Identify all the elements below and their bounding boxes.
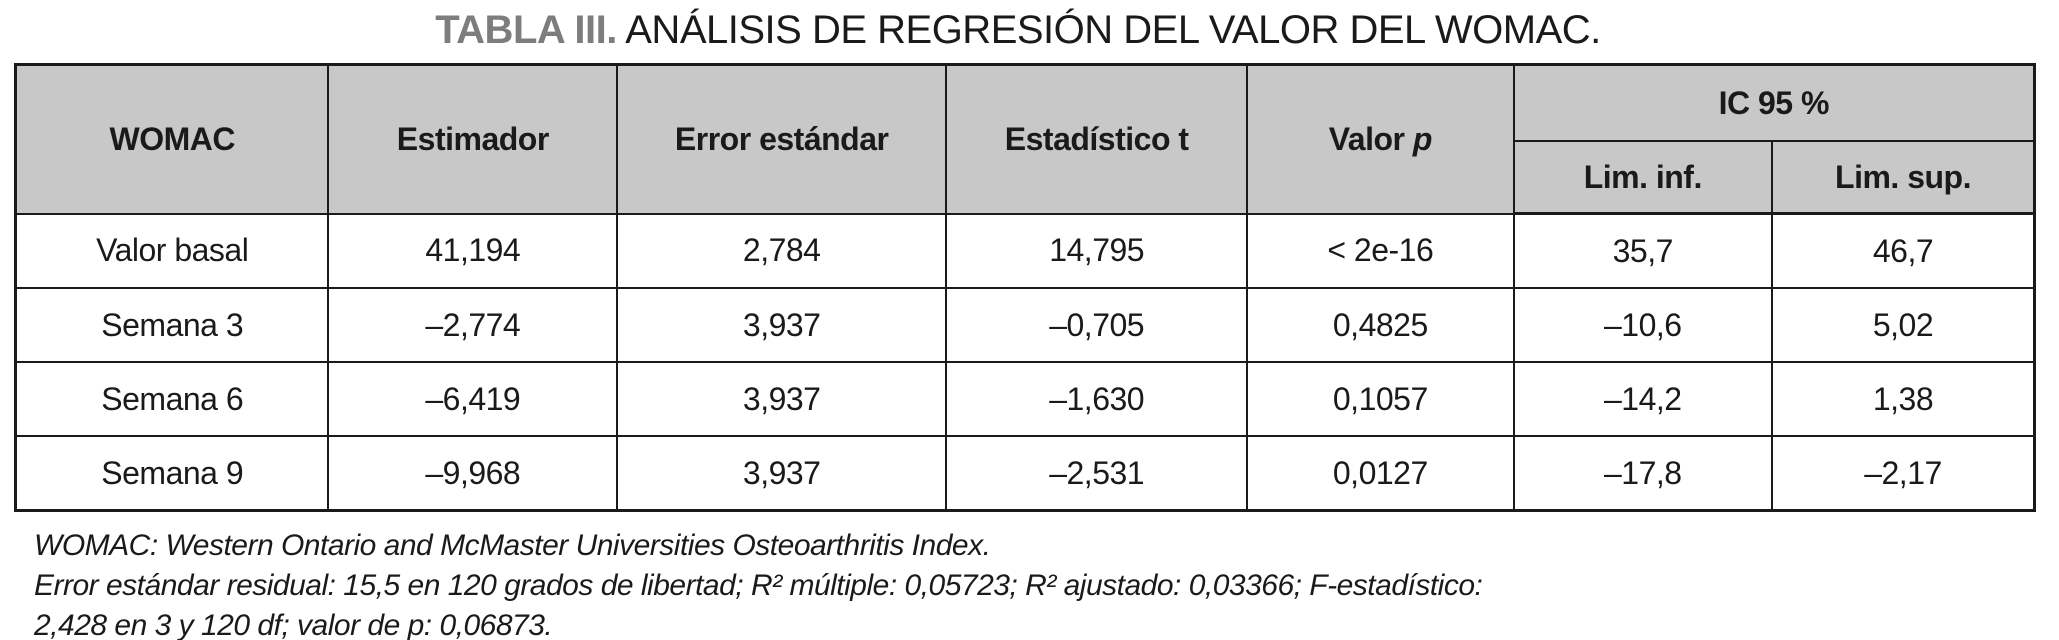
table-title-text: ANÁLISIS DE REGRESIÓN DEL VALOR DEL WOMA… bbox=[616, 8, 1601, 52]
cell-lim-inf: –14,2 bbox=[1512, 361, 1773, 437]
footnote-model-stats-line1: Error estándar residual: 15,5 en 120 gra… bbox=[34, 569, 1483, 602]
table-row-semana-3: Semana 3 –2,774 3,937 –0,705 0,4825 –10,… bbox=[14, 287, 2036, 363]
cell-label: Semana 9 bbox=[14, 435, 330, 512]
cell-lim-inf: –10,6 bbox=[1512, 287, 1773, 363]
cell-estimador: –9,968 bbox=[327, 435, 619, 512]
col-header-estadistico-t: Estadístico t bbox=[945, 63, 1249, 215]
col-header-lim-sup: Lim. sup. bbox=[1770, 140, 2036, 215]
col-header-ic95: IC 95 % bbox=[1512, 63, 2036, 142]
cell-valor-p: 0,0127 bbox=[1246, 435, 1515, 512]
cell-estimador: 41,194 bbox=[327, 212, 619, 289]
col-header-error-estandar: Error estándar bbox=[616, 63, 948, 215]
page-title: TABLA III. ANÁLISIS DE REGRESIÓN DEL VAL… bbox=[0, 0, 2036, 53]
cell-estadistico-t: –2,531 bbox=[945, 435, 1249, 512]
table-row-valor-basal: Valor basal 41,194 2,784 14,795 < 2e-16 … bbox=[14, 212, 2036, 289]
cell-error-estandar: 2,784 bbox=[616, 212, 948, 289]
cell-estadistico-t: –0,705 bbox=[945, 287, 1249, 363]
cell-valor-p: < 2e-16 bbox=[1246, 212, 1515, 289]
cell-label: Valor basal bbox=[14, 212, 330, 289]
table-footnotes: WOMAC: Western Ontario and McMaster Univ… bbox=[34, 526, 2059, 640]
header-row-sub: Lim. inf. Lim. sup. bbox=[16, 140, 2036, 215]
table-row-semana-9: Semana 9 –9,968 3,937 –2,531 0,0127 –17,… bbox=[14, 435, 2036, 512]
cell-error-estandar: 3,937 bbox=[616, 435, 948, 512]
table-number-label: TABLA III. bbox=[435, 8, 617, 52]
cell-estimador: –2,774 bbox=[327, 287, 619, 363]
col-header-lim-inf: Lim. inf. bbox=[1512, 140, 1773, 215]
cell-lim-inf: 35,7 bbox=[1512, 212, 1773, 289]
cell-estimador: –6,419 bbox=[327, 361, 619, 437]
col-header-estimador: Estimador bbox=[327, 63, 619, 215]
cell-lim-sup: –2,17 bbox=[1770, 435, 2036, 512]
cell-error-estandar: 3,937 bbox=[616, 361, 948, 437]
cell-label: Semana 3 bbox=[14, 287, 330, 363]
footnote-womac-definition: WOMAC: Western Ontario and McMaster Univ… bbox=[34, 529, 991, 562]
table-row-semana-6: Semana 6 –6,419 3,937 –1,630 0,1057 –14,… bbox=[14, 361, 2036, 437]
cell-lim-sup: 46,7 bbox=[1770, 212, 2036, 289]
valor-p-symbol: p bbox=[1412, 120, 1433, 157]
valor-p-prefix: Valor bbox=[1328, 120, 1413, 157]
header-row-main: WOMAC Estimador Error estándar Estadísti… bbox=[14, 63, 2036, 215]
cell-lim-sup: 5,02 bbox=[1770, 287, 2036, 363]
cell-label: Semana 6 bbox=[14, 361, 330, 437]
cell-lim-sup: 1,38 bbox=[1770, 361, 2036, 437]
cell-estadistico-t: –1,630 bbox=[945, 361, 1249, 437]
col-header-womac: WOMAC bbox=[14, 63, 330, 215]
col-header-valor-p: Valor p bbox=[1246, 63, 1515, 215]
cell-valor-p: 0,4825 bbox=[1246, 287, 1515, 363]
regression-table: WOMAC Estimador Error estándar Estadísti… bbox=[14, 63, 2036, 512]
cell-lim-inf: –17,8 bbox=[1512, 435, 1773, 512]
cell-estadistico-t: 14,795 bbox=[945, 212, 1249, 289]
cell-valor-p: 0,1057 bbox=[1246, 361, 1515, 437]
footnote-model-stats-line2: 2,428 en 3 y 120 df; valor de p: 0,06873… bbox=[34, 609, 553, 640]
cell-error-estandar: 3,937 bbox=[616, 287, 948, 363]
